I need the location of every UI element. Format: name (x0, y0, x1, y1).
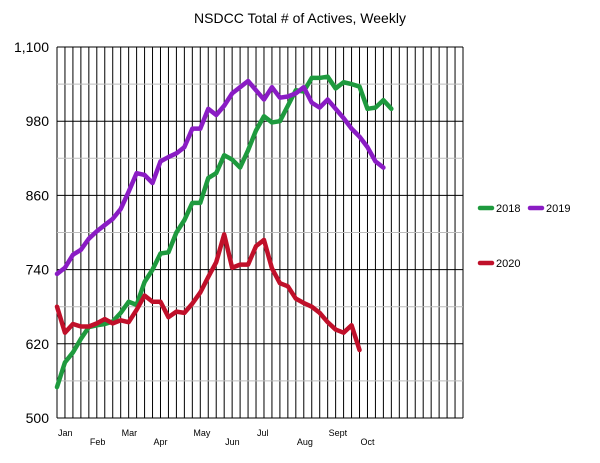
series-line-2020 (54, 232, 362, 353)
series-lines (54, 74, 394, 390)
y-tick-label: 980 (26, 113, 50, 129)
x-tick-label: Aug (297, 437, 313, 447)
series-line-2019 (54, 78, 386, 277)
x-tick-label: Feb (90, 437, 106, 447)
chart-title: NSDCC Total # of Actives, Weekly (194, 10, 406, 26)
x-tick-label: Mar (122, 428, 138, 438)
grid-lines (56, 46, 464, 419)
y-tick-label: 620 (26, 336, 50, 352)
x-tick-label: Jul (257, 428, 269, 438)
x-tick-label: Sept (329, 428, 348, 438)
x-axis-tick-labels: Jan Feb Mar Apr May Jun Jul Aug Sept Oct (58, 428, 375, 447)
y-tick-label: 1,100 (14, 39, 49, 55)
y-axis-tick-labels: 500 620 740 860 980 1,100 (14, 39, 49, 426)
x-tick-label: Jan (58, 428, 73, 438)
y-tick-label: 740 (26, 262, 50, 278)
y-tick-label: 500 (26, 410, 50, 426)
legend-label-2020: 2020 (496, 258, 520, 270)
legend-label-2018: 2018 (496, 203, 520, 215)
x-tick-label: Apr (154, 437, 168, 447)
legend: 2018 2019 2020 (477, 203, 570, 270)
x-tick-label: Jun (225, 437, 240, 447)
x-tick-label: Oct (361, 437, 376, 447)
y-tick-label: 860 (26, 187, 50, 203)
legend-label-2019: 2019 (546, 203, 570, 215)
x-tick-label: May (193, 428, 211, 438)
